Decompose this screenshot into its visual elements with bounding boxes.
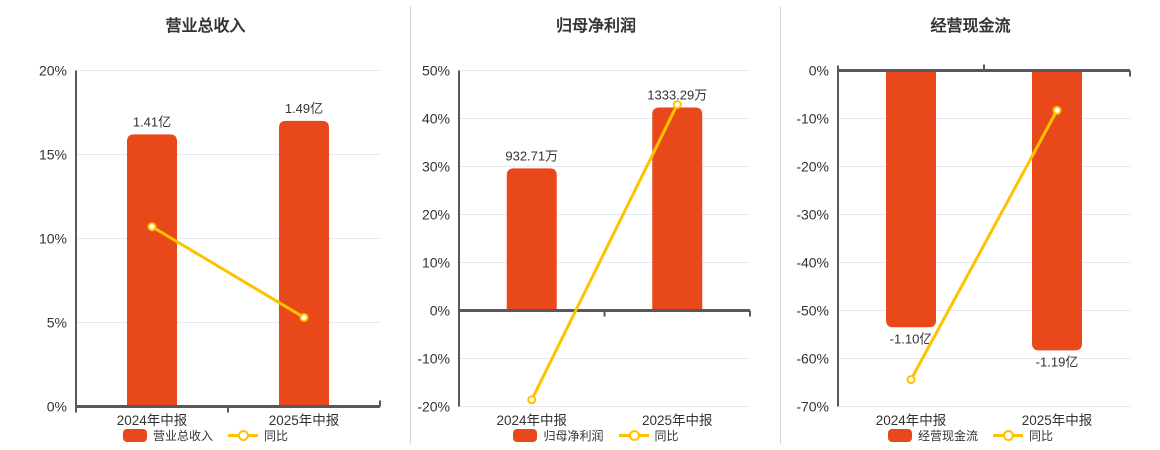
bar-1[interactable] bbox=[652, 107, 703, 311]
x-axis-label: 2025年中报 bbox=[641, 413, 713, 428]
legend-item-line[interactable]: 同比 bbox=[993, 427, 1053, 444]
bar-1[interactable] bbox=[1032, 70, 1082, 351]
x-axis-label: 2025年中报 bbox=[1021, 413, 1093, 428]
bar-legend-swatch-icon bbox=[887, 429, 912, 442]
yoy-line bbox=[151, 225, 305, 319]
line-point-1[interactable] bbox=[299, 312, 309, 322]
bar-value-label: -1.19亿 bbox=[1036, 354, 1079, 369]
y-axis-tick-label: 5% bbox=[47, 315, 67, 331]
panel-divider bbox=[780, 6, 781, 444]
line-point-1[interactable] bbox=[672, 100, 682, 110]
legend-label: 同比 bbox=[1029, 429, 1054, 443]
chart-plot-area: 932.71万 1333.29万 -20% -10% 0% 10% 20% 30% 40% 50% bbox=[417, 63, 751, 415]
legend-label: 归母净利润 bbox=[543, 429, 604, 443]
y-axis-tick-label: -20% bbox=[417, 399, 450, 415]
y-axis-tick-label: 50% bbox=[422, 63, 450, 79]
y-axis-tick-label: 10% bbox=[422, 255, 450, 271]
x-axis-label: 2025年中报 bbox=[268, 413, 340, 428]
x-axis-label: 2024年中报 bbox=[496, 413, 568, 428]
y-axis-tick-label: 20% bbox=[39, 63, 67, 79]
yoy-line bbox=[530, 103, 679, 401]
chart-legend: 营业总收入 同比 bbox=[0, 427, 411, 444]
line-point-0[interactable] bbox=[147, 222, 157, 232]
legend-item-line[interactable]: 同比 bbox=[618, 427, 679, 444]
y-axis-tick-label: -20% bbox=[796, 159, 829, 175]
bar-value-label: 1333.29万 bbox=[647, 87, 707, 102]
line-point-1[interactable] bbox=[1052, 105, 1062, 115]
bar-value-label: 1.49亿 bbox=[285, 101, 323, 116]
chart-panel-revenue: 营业总收入 1.41亿 1.49亿 0% 5% 10% 15% 20% 2024年中报 20… bbox=[0, 0, 411, 450]
x-axis-labels: 2024年中报 2025年中报 bbox=[838, 409, 1130, 429]
chart-plot-area: -1.10亿 -1.19亿 -70% -60% -50% -40% -30% -20% -10%… bbox=[796, 63, 1131, 415]
y-axis-tick-label: -30% bbox=[796, 207, 829, 223]
legend-item-bar[interactable]: 营业总收入 bbox=[122, 427, 213, 444]
line-point-0[interactable] bbox=[906, 375, 916, 385]
bar-legend-swatch-icon bbox=[513, 429, 538, 442]
y-axis-tick-label: 10% bbox=[39, 231, 67, 247]
legend-item-bar[interactable]: 归母净利润 bbox=[513, 427, 604, 444]
bar-0[interactable] bbox=[506, 168, 557, 311]
line-legend-marker-icon bbox=[228, 429, 258, 442]
legend-label: 同比 bbox=[264, 429, 289, 443]
chart-plot-area: 1.41亿 1.49亿 0% 5% 10% 15% 20% bbox=[39, 63, 381, 415]
y-axis-tick-label: -10% bbox=[417, 351, 450, 367]
chart-panel-cash-flow: 经营现金流 -1.10亿 -1.19亿 -70% -60% -50% -40% -30% -2… bbox=[781, 0, 1160, 450]
y-axis-tick-label: 30% bbox=[422, 159, 450, 175]
chart-title: 归母净利润 bbox=[555, 18, 636, 35]
x-axis-label: 2024年中报 bbox=[116, 413, 188, 428]
x-axis-labels: 2024年中报 2025年中报 bbox=[76, 409, 380, 429]
bar-0[interactable] bbox=[886, 70, 936, 328]
y-axis-tick-label: 0% bbox=[47, 399, 67, 415]
line-legend-marker-icon bbox=[618, 429, 649, 442]
legend-label: 同比 bbox=[654, 429, 679, 443]
legend-item-bar[interactable]: 经营现金流 bbox=[887, 427, 978, 444]
y-axis-tick-label: -70% bbox=[796, 399, 829, 415]
y-axis-tick-label: -40% bbox=[796, 255, 829, 271]
line-point-0[interactable] bbox=[527, 395, 537, 405]
bar-value-label: 932.71万 bbox=[505, 148, 558, 163]
bar-value-label: -1.10亿 bbox=[890, 331, 933, 346]
y-axis-tick-label: 20% bbox=[422, 207, 450, 223]
x-axis-label: 2024年中报 bbox=[875, 413, 947, 428]
line-legend-marker-icon bbox=[993, 429, 1023, 442]
y-axis-tick-label: -60% bbox=[796, 351, 829, 367]
chart-legend: 经营现金流 同比 bbox=[781, 427, 1160, 444]
y-axis-tick-label: 40% bbox=[422, 111, 450, 127]
y-axis-tick-label: 0% bbox=[430, 303, 450, 319]
y-axis-tick-label: 0% bbox=[809, 63, 829, 79]
legend-label: 营业总收入 bbox=[152, 429, 213, 443]
y-axis-tick-label: 15% bbox=[39, 147, 67, 163]
bar-0[interactable] bbox=[127, 134, 177, 407]
bar-value-label: 1.41亿 bbox=[133, 114, 171, 129]
legend-item-line[interactable]: 同比 bbox=[228, 427, 288, 444]
bar-legend-swatch-icon bbox=[122, 429, 147, 442]
chart-title: 经营现金流 bbox=[930, 18, 1011, 35]
y-axis-tick-label: -10% bbox=[796, 111, 829, 127]
chart-panel-net-profit: 归母净利润 932.71万 1333.29万 -20% -10% 0% 10% 20% 30%… bbox=[411, 0, 781, 450]
panel-divider bbox=[410, 6, 411, 444]
x-axis-labels: 2024年中报 2025年中报 bbox=[459, 409, 750, 429]
bar-1[interactable] bbox=[279, 120, 329, 407]
y-axis-tick-label: -50% bbox=[796, 303, 829, 319]
chart-title: 营业总收入 bbox=[165, 18, 246, 35]
legend-label: 经营现金流 bbox=[917, 429, 978, 443]
yoy-line bbox=[909, 109, 1059, 381]
chart-legend: 归母净利润 同比 bbox=[411, 427, 781, 444]
